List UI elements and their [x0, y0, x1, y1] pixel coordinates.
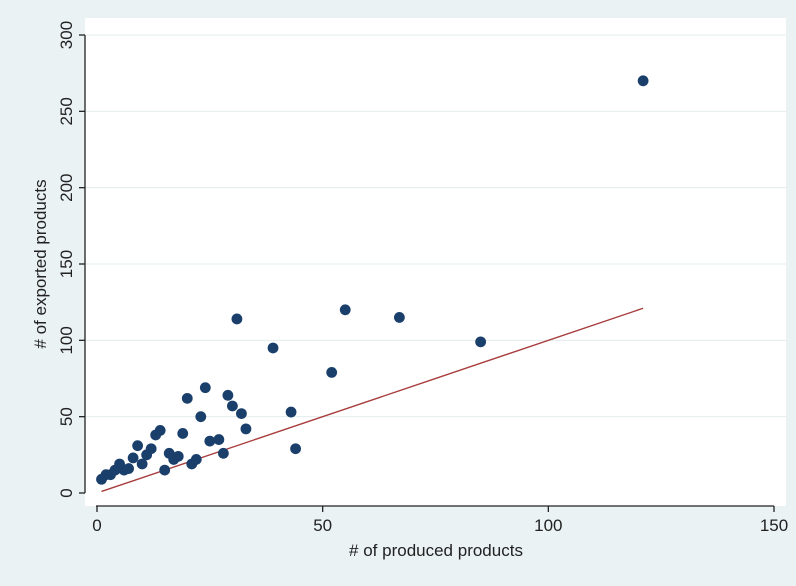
- scatter-point-33: [285, 406, 297, 418]
- y-tick-label-50: 50: [57, 407, 76, 426]
- scatter-point-23: [199, 382, 211, 394]
- scatter-point-19: [181, 392, 193, 404]
- y-tick-label-0: 0: [57, 488, 76, 497]
- scatter-point-17: [172, 450, 184, 462]
- scatter-point-28: [227, 400, 238, 412]
- y-axis-title: # of exported products: [31, 179, 50, 348]
- scatter-point-39: [637, 75, 649, 87]
- scatter-point-18: [177, 428, 189, 439]
- y-tick-label-300: 300: [57, 21, 76, 49]
- scatter-point-6: [123, 463, 134, 474]
- y-tick-label-250: 250: [57, 97, 76, 125]
- scatter-point-11: [145, 443, 157, 455]
- scatter-point-14: [159, 464, 171, 476]
- scatter-point-7: [127, 452, 139, 464]
- x-tick-label-150: 150: [760, 516, 788, 535]
- scatter-point-26: [217, 447, 229, 459]
- x-axis-title: # of produced products: [349, 541, 523, 560]
- x-tick-label-50: 50: [313, 516, 332, 535]
- scatter-point-35: [326, 366, 338, 378]
- scatter-point-24: [204, 435, 216, 447]
- scatter-point-37: [393, 312, 405, 323]
- y-tick-label-150: 150: [57, 250, 76, 278]
- scatter-point-36: [339, 304, 351, 316]
- x-tick-label-0: 0: [92, 516, 101, 535]
- y-tick-label-200: 200: [57, 173, 76, 201]
- y-tick-label-100: 100: [57, 326, 76, 354]
- scatter-point-9: [136, 458, 148, 470]
- scatter-point-31: [240, 423, 252, 435]
- scatter-point-27: [222, 389, 234, 401]
- scatter-point-32: [267, 342, 279, 354]
- scatter-point-21: [190, 454, 202, 465]
- scatter-point-38: [475, 336, 487, 348]
- plot-area: [85, 18, 786, 506]
- scatter-point-22: [195, 411, 207, 423]
- scatter-point-25: [213, 434, 225, 445]
- scatter-point-8: [132, 440, 144, 452]
- scatter-point-30: [236, 408, 247, 420]
- scatter-point-34: [290, 443, 301, 455]
- scatter-point-29: [231, 313, 243, 325]
- x-tick-label-100: 100: [534, 516, 562, 535]
- scatter-points: [96, 75, 649, 485]
- axis-ticks: 0 50 100 150 200 250 300 0 50 100 150: [57, 21, 788, 535]
- scatter-point-13: [154, 425, 166, 436]
